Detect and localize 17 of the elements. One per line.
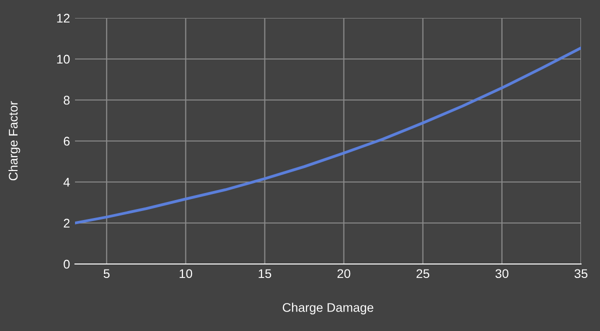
y-tick-label: 2 [64,218,70,228]
y-tick-label: 12 [57,14,70,23]
line-series [75,46,581,224]
x-tick-label: 15 [258,269,272,278]
x-tick-label: 5 [104,269,110,278]
x-tick-label: 20 [337,269,350,278]
x-tick-label: 30 [495,269,508,278]
y-tick-label: 4 [63,178,70,187]
y-tick-label: 8 [64,96,70,105]
x-axis-title: Charge Damage [282,302,374,314]
y-tick-label: 10 [57,54,70,64]
y-axis-title: Charge Factor [8,101,20,180]
x-tick-label: 25 [416,269,430,278]
x-tick-label: 35 [574,269,588,278]
x-tick-label: 10 [180,269,192,278]
y-tick-label: 6 [64,136,70,146]
y-tick-label: 0 [64,260,70,269]
